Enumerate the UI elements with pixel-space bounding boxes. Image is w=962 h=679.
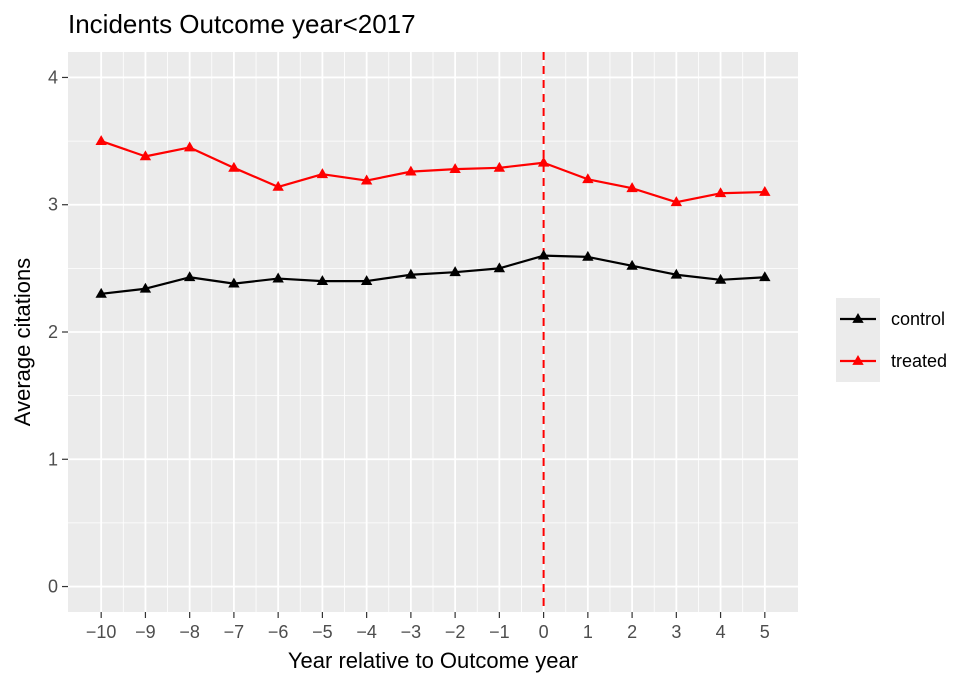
data-point-control: [759, 271, 771, 282]
x-tick-label: 3: [671, 622, 681, 642]
data-point-control: [95, 287, 107, 298]
data-point-treated: [759, 186, 771, 196]
data-point-control: [360, 275, 373, 285]
data-point-treated: [405, 165, 417, 176]
data-point-control: [139, 282, 152, 293]
chart-title: Incidents Outcome year<2017: [68, 9, 416, 39]
x-tick-label: 5: [760, 622, 770, 642]
data-point-control: [272, 272, 284, 283]
data-point-treated: [228, 161, 240, 172]
data-point-control: [316, 275, 329, 285]
x-tick-label: −1: [489, 622, 510, 642]
data-point-treated: [670, 196, 683, 207]
legend-label-control: control: [891, 309, 945, 329]
legend: control treated: [836, 298, 947, 382]
data-point-treated: [272, 180, 284, 191]
series-control: [95, 249, 771, 298]
x-tick-label: −10: [86, 622, 117, 642]
y-tick-label: 4: [48, 67, 58, 87]
data-point-control: [493, 262, 506, 273]
data-point-treated: [449, 163, 461, 173]
y-tick-label: 3: [48, 195, 58, 215]
series-line-control: [101, 254, 765, 295]
data-point-control: [714, 273, 727, 284]
data-point-control: [626, 259, 638, 270]
legend-marker-treated: [852, 355, 864, 365]
x-tick-label: −7: [224, 622, 245, 642]
x-axis-title: Year relative to Outcome year: [288, 648, 578, 673]
data-point-control: [537, 249, 550, 260]
legend-label-treated: treated: [891, 351, 947, 371]
y-tick-label: 1: [48, 449, 58, 469]
x-tick-label: 2: [627, 622, 637, 642]
data-point-treated: [183, 141, 196, 152]
x-tick-label: −5: [312, 622, 333, 642]
x-tick-label: −9: [135, 622, 156, 642]
data-point-treated: [626, 182, 638, 193]
data-point-control: [449, 266, 461, 277]
data-point-treated: [360, 174, 373, 185]
data-point-treated: [537, 156, 550, 167]
x-tick-label: 1: [583, 622, 593, 642]
x-tick-label: −3: [401, 622, 422, 642]
x-tick-label: 4: [716, 622, 726, 642]
y-axis-title: Average citations: [10, 258, 35, 426]
major-gridlines: [68, 52, 798, 612]
x-tick-label: −6: [268, 622, 289, 642]
data-point-treated: [493, 161, 506, 172]
legend-marker-control: [852, 313, 864, 323]
data-point-control: [183, 271, 196, 282]
data-point-control: [405, 268, 417, 279]
data-point-treated: [714, 187, 727, 198]
data-point-control: [228, 277, 240, 288]
data-point-treated: [139, 150, 152, 161]
x-tick-label: 0: [539, 622, 549, 642]
data-point-treated: [316, 168, 329, 179]
data-point-treated: [95, 135, 107, 145]
y-tick-label: 0: [48, 577, 58, 597]
x-tick-label: −2: [445, 622, 466, 642]
data-point-control: [670, 268, 683, 279]
data-point-treated: [582, 173, 594, 184]
series-treated: [95, 135, 771, 207]
x-tick-label: −4: [356, 622, 377, 642]
series-layer: [95, 135, 771, 298]
series-line-treated: [100, 140, 765, 204]
x-tick-label: −8: [179, 622, 200, 642]
data-point-control: [582, 250, 594, 261]
y-tick-label: 2: [48, 322, 58, 342]
